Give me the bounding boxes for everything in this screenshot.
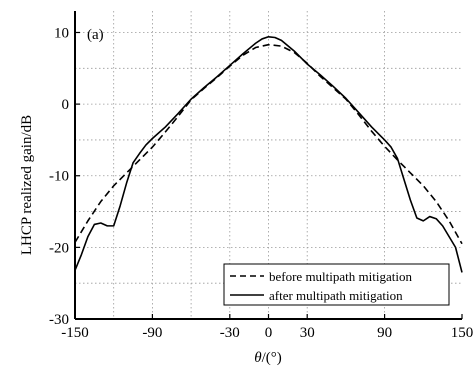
x-tick-label: 90 bbox=[377, 325, 392, 341]
x-axis-title: θ/(°) bbox=[254, 350, 282, 366]
x-axis-symbol: θ bbox=[254, 350, 262, 366]
x-tick-label: -90 bbox=[142, 325, 162, 341]
y-tick-label: -20 bbox=[49, 240, 69, 256]
panel-label: (a) bbox=[87, 27, 104, 43]
x-tick-label: 0 bbox=[265, 325, 273, 341]
series-line-after-mitigation bbox=[74, 35, 463, 273]
y-tick-label: 10 bbox=[54, 25, 69, 41]
x-axis-unit: /(°) bbox=[262, 350, 282, 366]
y-tick-label: -30 bbox=[49, 312, 69, 328]
y-tick-label: 0 bbox=[62, 97, 70, 113]
x-tick-labels: -150 -90 -30 0 30 90 150 bbox=[61, 325, 473, 341]
legend: before multipath mitigation after multip… bbox=[223, 263, 450, 306]
legend-box bbox=[223, 263, 450, 306]
series-lines bbox=[74, 35, 463, 273]
y-axis-title: LHCP realized gain/dB bbox=[19, 115, 35, 255]
y-tick-label: -10 bbox=[49, 169, 69, 185]
x-tick-label: 30 bbox=[300, 325, 315, 341]
y-tick-labels: 10 0 -10 -20 -30 bbox=[49, 25, 69, 328]
x-tick-label: -150 bbox=[61, 325, 89, 341]
tick-marks bbox=[74, 31, 463, 320]
x-tick-label: -30 bbox=[220, 325, 240, 341]
x-tick-label: 150 bbox=[451, 325, 474, 341]
legend-label-after: after multipath mitigation bbox=[269, 288, 403, 303]
legend-label-before: before multipath mitigation bbox=[269, 269, 412, 284]
